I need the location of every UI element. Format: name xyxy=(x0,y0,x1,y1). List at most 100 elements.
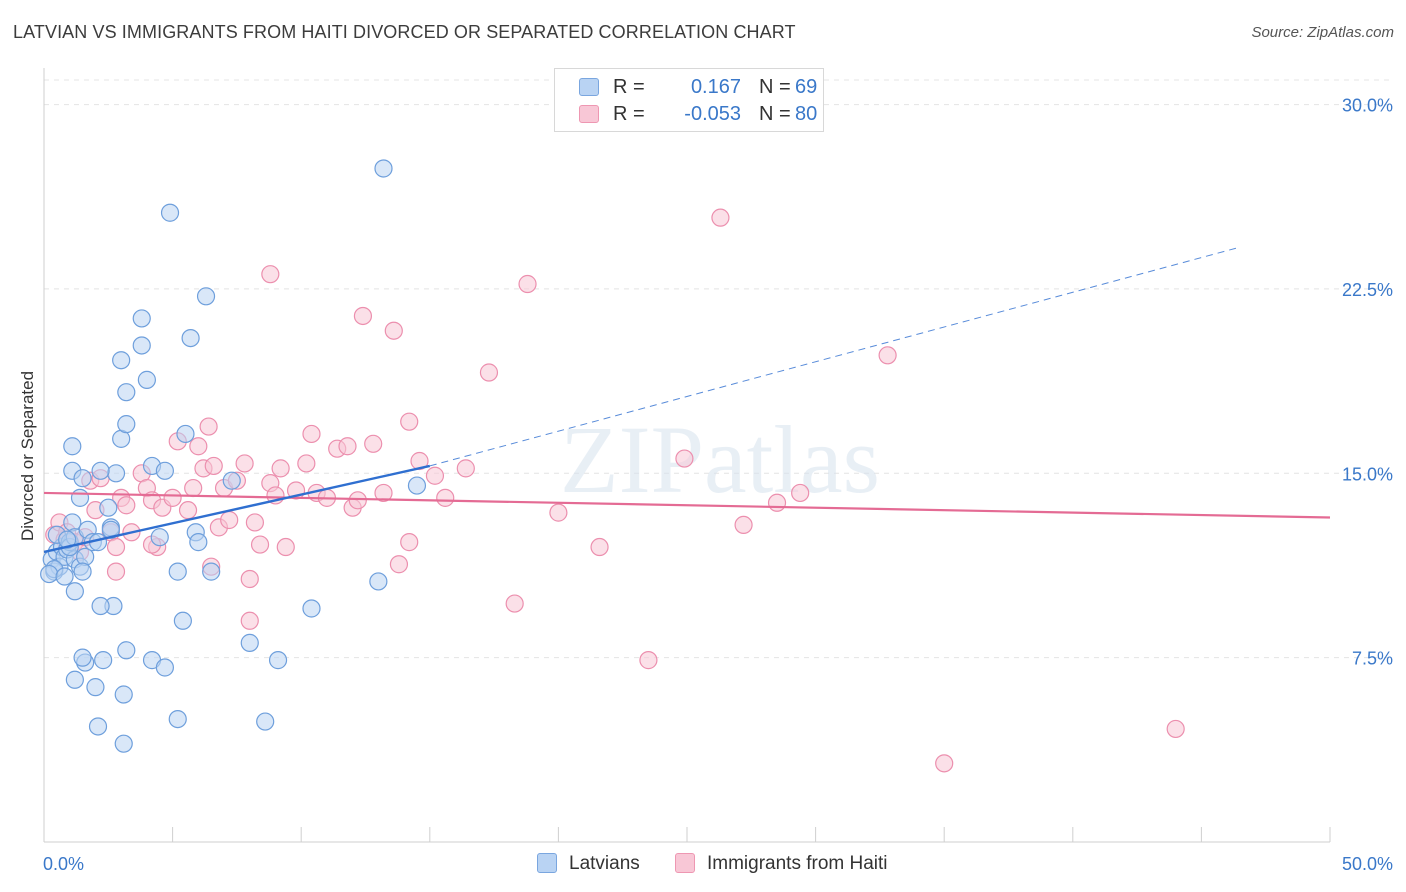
haiti-point xyxy=(240,569,259,589)
haiti-point xyxy=(178,501,198,520)
latvians-point xyxy=(86,678,105,697)
latvians-trend-extension xyxy=(429,246,1241,467)
latvians-point xyxy=(99,498,118,517)
latvians-point xyxy=(114,685,133,704)
latvians-point xyxy=(106,464,126,483)
haiti-point xyxy=(189,437,208,456)
latvians-point xyxy=(117,415,136,434)
latvians-point xyxy=(302,599,321,618)
latvians-point xyxy=(268,651,288,670)
y-tick-label: 7.5% xyxy=(1352,649,1393,669)
latvians-point xyxy=(94,651,113,670)
r-label: R = xyxy=(613,103,645,125)
haiti-point xyxy=(220,510,239,530)
haiti-point xyxy=(410,451,429,471)
haiti-trend-line xyxy=(43,491,1331,519)
trend-lines xyxy=(43,246,1331,554)
x-tick-label: 50.0% xyxy=(1342,854,1393,874)
latvians-point xyxy=(114,734,133,753)
haiti-point xyxy=(400,412,419,431)
latvians-point xyxy=(70,488,90,507)
latvians-point xyxy=(91,461,110,480)
latvians-point xyxy=(189,533,208,552)
haiti-point xyxy=(734,515,753,535)
axes xyxy=(43,68,1331,843)
latvians-point xyxy=(407,476,427,495)
haiti-point xyxy=(353,306,373,326)
latvians-point xyxy=(222,471,241,490)
latvians-point xyxy=(173,611,192,630)
haiti-point xyxy=(384,321,403,340)
r-value: 0.167 xyxy=(690,76,741,98)
haiti-point xyxy=(549,503,568,522)
haiti-point xyxy=(106,537,126,557)
latvians-point xyxy=(256,712,275,731)
latvians-point xyxy=(63,513,82,532)
haiti-point xyxy=(389,555,409,574)
n-label: N = xyxy=(759,76,791,98)
latvians-point xyxy=(55,567,74,586)
latvians-point xyxy=(168,562,187,581)
legend-label: Latvians xyxy=(569,853,640,874)
latvians-point xyxy=(196,287,216,306)
correlation-legend: R = 0.167 N = 69 R = -0.053 N = 80 xyxy=(554,68,824,132)
haiti-point xyxy=(436,488,455,507)
haiti-point xyxy=(302,424,321,444)
source-credit: Source: ZipAtlas.com xyxy=(1251,24,1394,41)
haiti-point xyxy=(240,611,259,630)
latvians-point xyxy=(202,562,221,581)
x-tick-label: 0.0% xyxy=(43,854,84,874)
latvians-point xyxy=(40,564,59,584)
latvians-point xyxy=(155,461,174,480)
latvians-point xyxy=(137,370,156,389)
haiti-point xyxy=(456,459,475,478)
haiti-point xyxy=(271,459,290,478)
latvians-points xyxy=(40,159,427,753)
haiti-point xyxy=(261,265,280,284)
y-tick-label: 22.5% xyxy=(1342,280,1393,300)
haiti-point xyxy=(106,562,126,581)
n-value: 80 xyxy=(795,103,818,125)
haiti-point xyxy=(675,449,694,468)
haiti-swatch xyxy=(675,853,695,873)
latvians-point xyxy=(132,336,151,355)
latvians-swatch xyxy=(537,853,557,873)
latvians-point xyxy=(65,582,84,601)
latvians-point xyxy=(132,309,151,328)
haiti-point xyxy=(297,454,316,473)
latvians-point xyxy=(176,424,195,444)
haiti-point xyxy=(163,488,182,507)
haiti-point xyxy=(479,363,499,382)
haiti-point xyxy=(425,466,445,485)
latvians-point xyxy=(63,437,82,456)
latvians-point xyxy=(369,572,388,591)
latvians-point xyxy=(73,562,92,581)
haiti-point xyxy=(199,417,218,436)
latvians-point xyxy=(160,203,180,222)
chart-title: LATVIAN VS IMMIGRANTS FROM HAITI DIVORCE… xyxy=(13,22,796,42)
latvians-point xyxy=(117,641,136,660)
latvians-point xyxy=(181,328,200,348)
haiti-point xyxy=(235,454,254,473)
latvians-point xyxy=(58,530,77,549)
haiti-point xyxy=(250,535,270,554)
haiti-point xyxy=(400,533,419,552)
haiti-point xyxy=(348,491,367,510)
haiti-point xyxy=(374,483,393,503)
haiti-point xyxy=(518,274,537,294)
haiti-point xyxy=(117,496,136,515)
latvians-point xyxy=(168,709,187,729)
haiti-point xyxy=(184,478,203,498)
haiti-point xyxy=(791,483,810,503)
haiti-point xyxy=(590,537,609,557)
haiti-point xyxy=(364,434,383,453)
latvians-point xyxy=(65,670,84,689)
haiti-point xyxy=(505,594,524,613)
latvians-point xyxy=(155,658,174,677)
haiti-point xyxy=(338,437,357,456)
latvians-point xyxy=(73,469,92,488)
n-value: 69 xyxy=(795,76,818,98)
latvians-swatch xyxy=(579,78,599,96)
haiti-point xyxy=(878,346,897,365)
